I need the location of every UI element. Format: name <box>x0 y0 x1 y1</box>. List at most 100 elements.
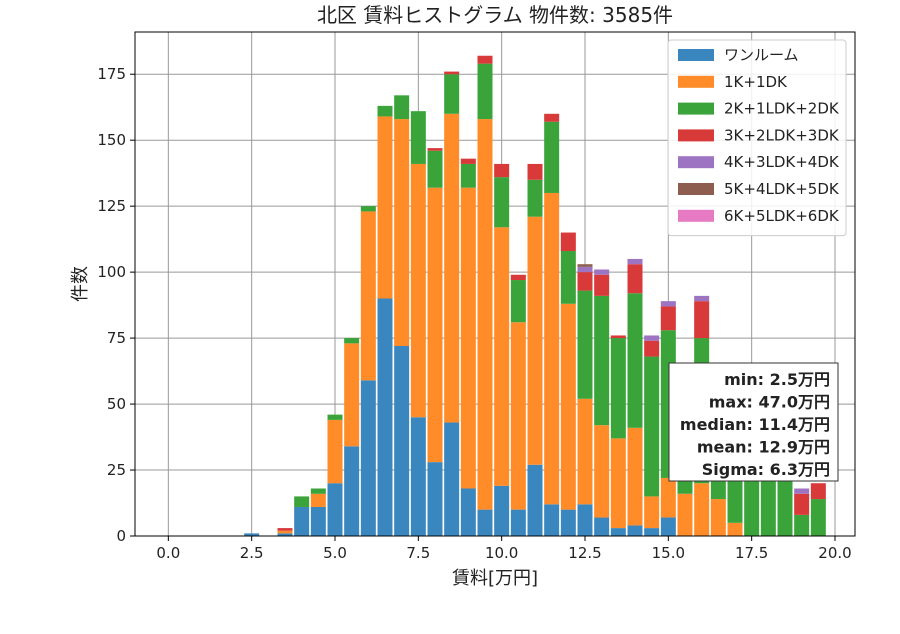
bar-segment <box>310 488 326 494</box>
x-tick-label: 5.0 <box>323 544 347 562</box>
stat-line: mean: 12.9万円 <box>697 438 830 457</box>
bar-segment <box>627 293 643 428</box>
bar-segment <box>460 187 476 489</box>
y-tick-label: 50 <box>107 395 126 413</box>
bar-segment <box>327 483 343 536</box>
bar-segment <box>310 506 326 536</box>
legend-label: 2K+1LDK+2DK <box>724 100 840 118</box>
bar-segment <box>544 113 560 122</box>
bar-segment <box>477 55 493 64</box>
legend-label: 5K+4LDK+5DK <box>724 180 840 198</box>
bar-segment <box>510 509 526 536</box>
x-tick-label: 12.5 <box>568 544 601 562</box>
bar-segment <box>627 427 643 526</box>
bar-segment <box>360 380 376 536</box>
bar-segment <box>494 163 510 178</box>
bar-segment <box>527 464 543 536</box>
bar-segment <box>277 533 293 536</box>
bar-segment <box>577 272 593 291</box>
chart-title: 北区 賃料ヒストグラム 物件数: 3585件 <box>317 3 673 27</box>
y-tick-label: 25 <box>107 461 126 479</box>
legend-label: ワンルーム <box>724 46 799 64</box>
bar-segment <box>560 232 576 252</box>
bar-segment <box>460 488 476 536</box>
legend-label: 3K+2LDK+3DK <box>724 126 840 144</box>
bar-segment <box>444 422 460 536</box>
bar-segment <box>627 258 643 265</box>
bar-segment <box>394 119 410 347</box>
bar-segment <box>794 493 810 515</box>
bar-segment <box>460 158 476 164</box>
bar-segment <box>294 506 310 536</box>
bar-segment <box>644 335 660 341</box>
bar-segment <box>544 504 560 536</box>
bar-segment <box>677 493 693 536</box>
stats-frame <box>668 362 839 482</box>
bar-segment <box>544 121 560 193</box>
bar-segment <box>527 216 543 465</box>
bar-segment <box>610 528 626 536</box>
bar-segment <box>344 343 360 447</box>
bar-segment <box>410 111 426 164</box>
bar-segment <box>594 425 610 518</box>
bar-segment <box>377 116 393 299</box>
bar-segment <box>660 301 676 307</box>
y-tick-label: 100 <box>97 263 126 281</box>
bar-segment <box>277 530 293 534</box>
bar-segment <box>594 517 610 536</box>
legend-swatch <box>678 129 714 142</box>
bar-segment <box>360 211 376 381</box>
bar-segment <box>794 514 810 536</box>
bar-segment <box>327 419 343 484</box>
bar-segment <box>327 414 343 420</box>
bar-segment <box>577 266 593 273</box>
bar-segment <box>727 522 743 536</box>
y-tick-label: 125 <box>97 197 126 215</box>
bar-segment <box>577 264 593 267</box>
legend-swatch <box>678 102 714 115</box>
bar-segment <box>644 356 660 497</box>
y-axis-label: 件数 <box>70 266 91 302</box>
bar-segment <box>660 477 676 518</box>
stats-box: min: 2.5万円 max: 47.0万円 median: 11.4万円 mean:… <box>668 362 839 482</box>
bar-segment <box>444 71 460 75</box>
bar-segment <box>494 227 510 486</box>
bar-segment <box>377 105 393 117</box>
bar-segment <box>710 499 726 536</box>
bar-segment <box>560 251 576 304</box>
bar-segment <box>477 119 493 510</box>
bar-segment <box>610 335 626 339</box>
bar-segment <box>627 525 643 536</box>
stat-line: median: 11.4万円 <box>680 415 830 434</box>
bar-segment <box>510 322 526 510</box>
legend-label: 4K+3LDK+4DK <box>724 153 840 171</box>
bar-segment <box>410 163 426 418</box>
bar-segment <box>794 488 810 494</box>
legend-swatch <box>678 75 714 88</box>
bar-segment <box>660 517 676 536</box>
x-tick-label: 0.0 <box>156 544 180 562</box>
bar-segment <box>394 346 410 536</box>
bar-segment <box>644 340 660 357</box>
bar-segment <box>427 462 443 536</box>
bar-segment <box>544 192 560 505</box>
bar-segment <box>694 301 710 339</box>
bar-segment <box>427 187 443 463</box>
x-tick-label: 17.5 <box>735 544 768 562</box>
bar-segment <box>510 280 526 323</box>
stat-line: Sigma: 6.3万円 <box>702 460 830 479</box>
bar-segment <box>810 499 826 536</box>
bar-segment <box>510 274 526 281</box>
bar-segment <box>694 483 710 536</box>
bar-segment <box>610 338 626 439</box>
bar-segment <box>577 290 593 399</box>
bar-segment <box>294 496 310 507</box>
bar-segment <box>527 179 543 217</box>
bar-segment <box>594 269 610 275</box>
legend-label: 1K+1DK <box>724 73 788 91</box>
bar-segment <box>627 264 643 294</box>
bar-segment <box>494 177 510 228</box>
bar-segment <box>477 509 493 536</box>
